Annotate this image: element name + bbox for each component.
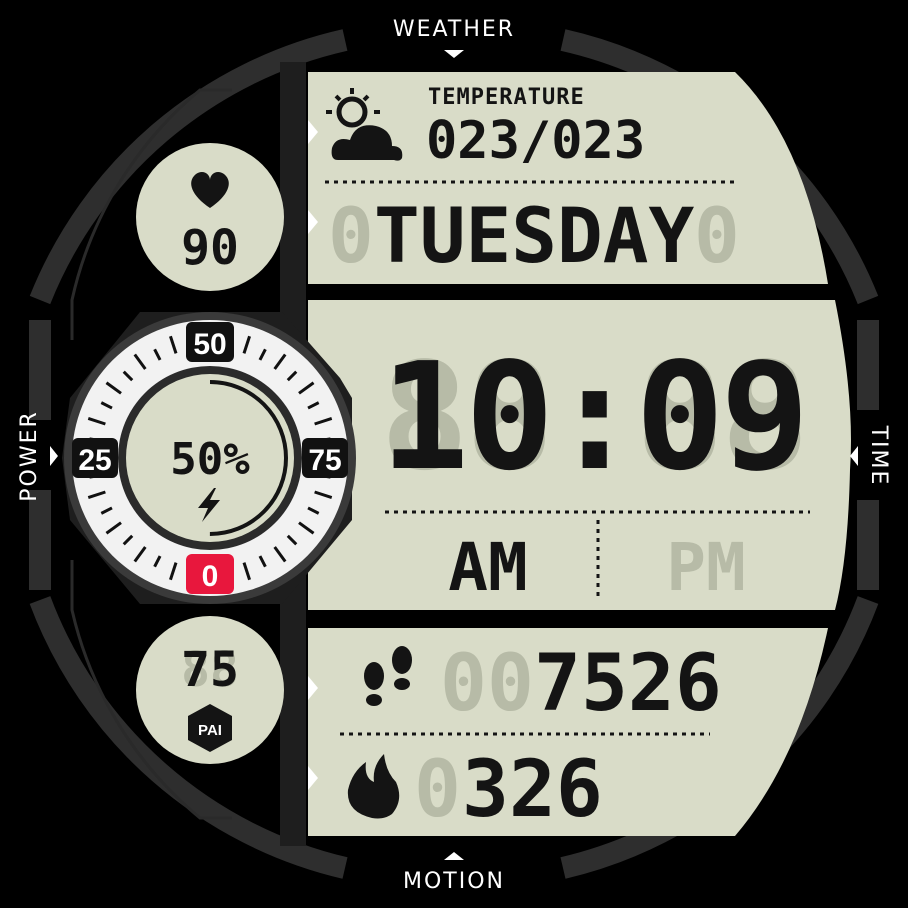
battery-dial[interactable]: 50 25 75 0 50% [62,312,356,604]
dial-tick [133,353,147,370]
pai-badge-icon [188,704,232,752]
flame-icon [347,754,400,819]
time-value[interactable]: 10:09 [380,331,810,503]
dial-tick [307,401,320,410]
dial-tick [169,335,178,354]
dial-tick [105,381,122,395]
time-ghost: 88:88 [380,331,806,503]
dial-tick [286,534,298,546]
dial-tick [242,335,251,354]
dial-tick [314,490,333,499]
dial-tick [87,417,106,426]
pm-indicator: PM [666,529,745,606]
calories-value[interactable]: 326 [462,745,603,835]
weather-arrow-icon [444,50,464,58]
temperature-value[interactable]: 023/023 [426,111,645,171]
dial-label-right: 75 [308,444,341,477]
power-edge-label[interactable]: POWER [17,410,42,502]
dial-face [126,374,294,542]
steps-value[interactable]: 7526 [534,639,722,729]
dial-tick [133,546,147,563]
pai-ghost: 88 [181,642,239,698]
dial-tick [122,370,134,382]
heart-rate-value[interactable]: 90 [181,220,239,276]
time-arrow-icon [850,446,858,466]
heart-icon [191,171,229,208]
motion-edge-label[interactable]: MOTION [403,869,505,894]
dial-marker-top [186,322,234,362]
motion-arrow-icon [444,852,464,860]
am-indicator: AM [448,529,527,606]
calories-ghost: 0 [414,745,461,835]
dial-tick [153,555,162,568]
dial-tick [314,417,333,426]
dial-tick [242,562,251,581]
dial-tick [153,348,162,361]
dial-marker-right [302,438,348,478]
battery-percent: 50% [170,434,250,485]
day-of-week[interactable]: TUESDAY [374,191,695,280]
dial-tick [100,401,113,410]
pai-value[interactable]: 75 [181,642,239,698]
dial-label-left: 25 [78,444,111,477]
panel-markers [308,120,318,790]
steps-ghost: 00 [440,639,534,729]
weather-panel [308,72,828,284]
dial-tick [105,521,122,535]
pai-widget-bg [136,616,284,764]
dial-tick [169,562,178,581]
dial-tick [87,490,106,499]
dial-tick [298,521,315,535]
dial-tick [122,534,134,546]
dial-tick [286,370,298,382]
power-arrow-icon [50,446,58,466]
temperature-label: TEMPERATURE [428,85,585,110]
inner-bezel [70,88,232,820]
outer-bezel [29,29,879,879]
dial-label-bottom: 0 [202,560,219,593]
battery-level-arc [132,380,288,536]
lcd-panels [308,72,851,836]
time-panel [308,300,851,610]
time-edge-label[interactable]: TIME [866,425,891,487]
dial-tick [273,353,287,370]
dial-tick [273,546,287,563]
dial-marker-left [72,438,118,478]
pai-badge-label: PAI [198,722,222,739]
dial-tick [298,381,315,395]
heart-widget-bg [136,143,284,291]
weather-edge-label[interactable]: WEATHER [393,17,515,42]
day-ghost: 0TUESDAY0 [328,191,740,280]
dial-tick [258,555,267,568]
footprints-icon [364,646,412,706]
weather-icon [326,88,403,161]
dial-label-top: 50 [193,328,226,361]
dial-marker-bottom [186,554,234,594]
dial-tick [100,506,113,515]
activity-panel [308,628,828,836]
dial-tick [258,348,267,361]
lightning-bolt-icon [198,488,220,522]
dial-tick [307,506,320,515]
